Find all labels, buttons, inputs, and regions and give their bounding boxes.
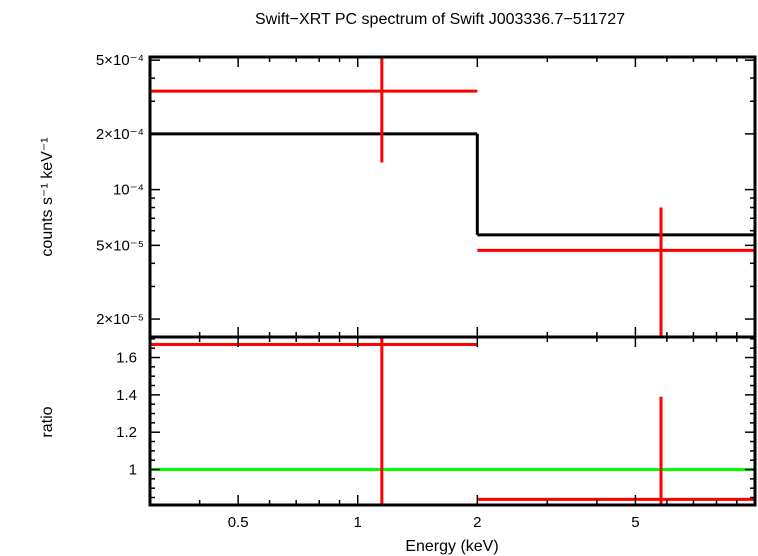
ratio-panel: 1 1.2 1.4 1.6 0.5 1 2 5 [116, 335, 757, 531]
ratio-y-tick-label: 1.6 [116, 350, 137, 367]
ratio-y-tick-label: 1 [129, 462, 137, 479]
spectrum-y-tick-label: 10⁻⁴ [113, 182, 144, 199]
spectrum-y-tick-label: 5×10⁻⁴ [96, 52, 144, 69]
spectrum-y-tick-label: 5×10⁻⁵ [96, 237, 144, 254]
spectrum-panel: 2×10⁻⁵ 5×10⁻⁵ 10⁻⁴ 2×10⁻⁴ 5×10⁻⁴ [96, 52, 757, 339]
x-tick-label: 5 [631, 514, 639, 531]
spectrum-y-tick-label: 2×10⁻⁴ [96, 126, 144, 143]
x-tick-label: 2 [473, 514, 481, 531]
ratio-frame [148, 335, 757, 507]
ratio-y-tick-label: 1.2 [116, 424, 137, 441]
chart-title: Swift−XRT PC spectrum of Swift J003336.7… [255, 11, 625, 28]
spectrum-frame [148, 55, 757, 339]
x-axis-label: Energy (keV) [405, 538, 498, 555]
ratio-y-axis-label: ratio [39, 406, 56, 437]
x-tick-label: 1 [354, 514, 362, 531]
spectrum-y-tick-label: 2×10⁻⁵ [96, 311, 144, 328]
spectrum-y-axis-label: counts s⁻¹ keV⁻¹ [39, 137, 56, 256]
ratio-y-tick-label: 1.4 [116, 387, 137, 404]
x-tick-label: 0.5 [228, 514, 249, 531]
